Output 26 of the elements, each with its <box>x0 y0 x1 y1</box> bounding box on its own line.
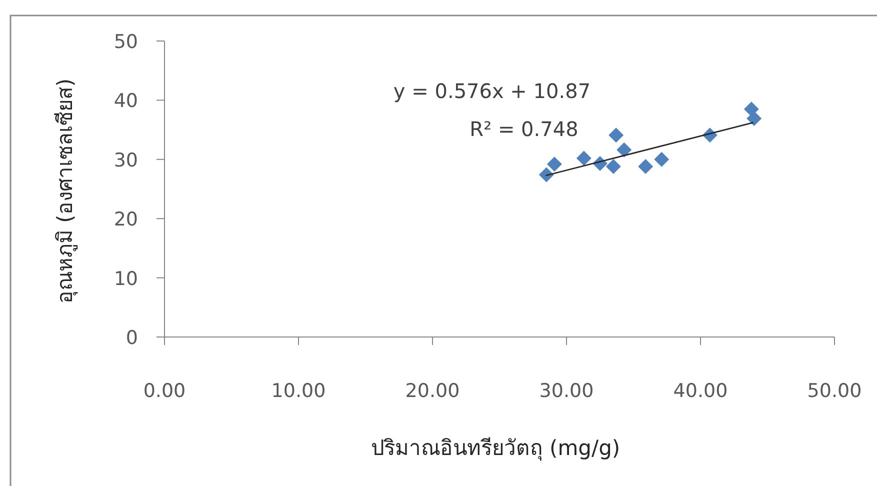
x-tick-label: 10.00 <box>271 380 326 402</box>
annotation: y = 0.576x + 10.87 <box>393 79 591 103</box>
point <box>608 128 624 143</box>
point <box>616 142 632 158</box>
point <box>546 156 562 172</box>
point <box>744 102 759 117</box>
x-axis-title: ปริมาณอินทรียวัตถุ (mg/g) <box>370 436 620 461</box>
x-tick-label: 30.00 <box>539 380 594 402</box>
y-tick-label: 10 <box>114 268 138 290</box>
y-tick-label: 40 <box>114 90 138 112</box>
point <box>654 152 670 167</box>
y-tick-label: 0 <box>126 327 138 349</box>
x-tick-label: 40.00 <box>673 380 728 402</box>
point <box>746 111 762 126</box>
y-tick-label: 30 <box>114 149 138 172</box>
y-tick-label: 50 <box>114 31 138 53</box>
y-tick-label: 20 <box>114 208 138 231</box>
point <box>606 159 621 174</box>
point <box>538 167 554 182</box>
y-axis-title: อุณหภูมิ (องศาเซลเซียส) <box>53 78 78 304</box>
x-tick-label: 0.00 <box>143 380 186 402</box>
x-tick-label: 20.00 <box>405 380 460 402</box>
point <box>576 150 592 166</box>
point <box>638 159 654 174</box>
x-tick-label: 50.00 <box>807 380 862 402</box>
annotation: R² = 0.748 <box>470 117 578 141</box>
